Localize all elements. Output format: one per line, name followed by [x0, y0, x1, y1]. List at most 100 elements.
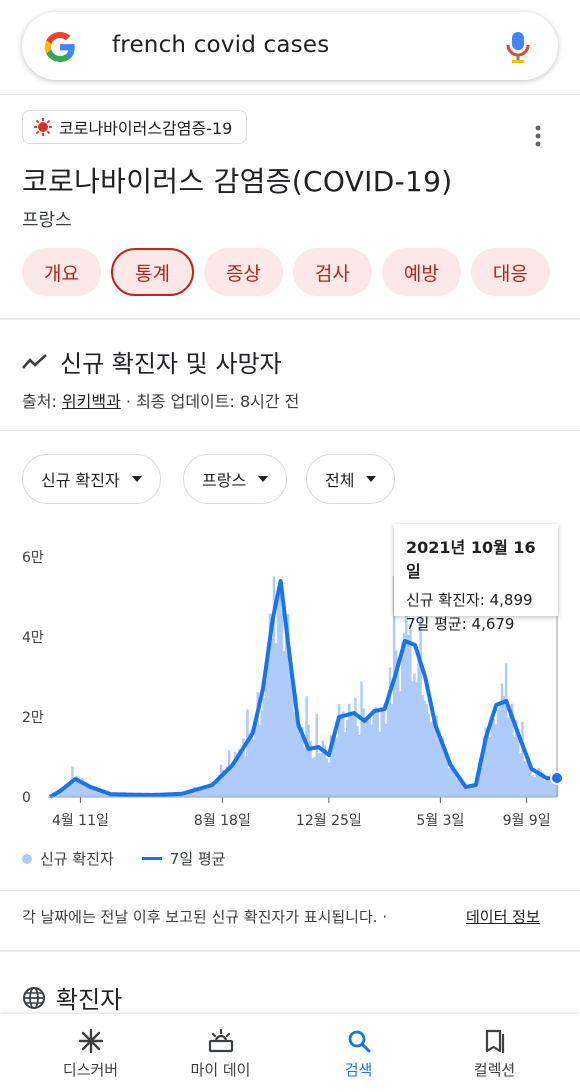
section-header: 신규 확진자 및 사망자 [22, 344, 282, 379]
case-bar [492, 718, 496, 797]
case-bar [403, 633, 406, 797]
case-bar [380, 711, 384, 797]
topic-chip-label: 코로나바이러스감염증-19 [59, 119, 233, 138]
case-bar [232, 764, 235, 797]
case-bar [368, 716, 371, 797]
more-options-icon[interactable] [528, 122, 548, 150]
case-bar [513, 736, 516, 797]
case-bar [250, 729, 253, 797]
case-bar [417, 656, 420, 797]
case-bar [85, 784, 88, 797]
range-dropdown[interactable]: 전체 [306, 454, 396, 504]
case-bar [101, 792, 105, 797]
case-bar [407, 634, 410, 797]
case-bar [291, 683, 294, 797]
case-bar [348, 703, 351, 797]
case-bar [506, 717, 510, 797]
case-bar [372, 708, 375, 797]
case-bar [272, 576, 276, 797]
case-bar [346, 719, 349, 797]
tab-response[interactable]: 대응 [470, 248, 550, 296]
tooltip-row: 신규 확진자: 4,899 [406, 591, 533, 609]
source-prefix: 출처: [22, 392, 62, 411]
nav-search[interactable]: 검색 [286, 1014, 431, 1092]
search-header: french covid cases [0, 0, 580, 94]
tab-prevention[interactable]: 예방 [381, 248, 461, 296]
metric-dropdown-label: 신규 확진자 [41, 471, 120, 490]
data-info-link[interactable]: 데이터 정보 [466, 908, 540, 926]
chart-svg[interactable]: 0 2만 4만 6만 4월 11일 8월 18일 12월 25일 5월 3일 9월 9일 [0, 510, 580, 840]
case-bar [539, 770, 542, 797]
search-input[interactable]: french covid cases [112, 32, 330, 58]
nav-discover[interactable]: 디스커버 [18, 1014, 163, 1092]
case-bar [456, 779, 459, 797]
tab-testing[interactable]: 검사 [292, 248, 372, 296]
case-bar [517, 729, 520, 797]
nav-label: 컬렉션 [473, 1060, 516, 1079]
legend-bars-swatch [22, 853, 32, 864]
case-bar [282, 651, 286, 797]
case-bar [378, 731, 382, 797]
sunrise-icon [208, 1028, 233, 1052]
case-bar [258, 724, 261, 797]
trending-icon [22, 353, 47, 369]
case-bar [274, 643, 278, 797]
virus-icon [34, 118, 52, 136]
case-bar [83, 784, 86, 797]
search-bar[interactable] [22, 12, 558, 80]
bottom-navigation: 디스커버 마이 데이 검색 컬렉션 [0, 1014, 580, 1092]
case-bar [370, 724, 373, 797]
case-bar [484, 727, 487, 797]
metric-dropdown[interactable]: 신규 확진자 [22, 454, 161, 504]
tab-statistics[interactable]: 통계 [110, 248, 194, 296]
x-tick-label: 8월 18일 [194, 813, 251, 829]
nav-my-day[interactable]: 마이 데이 [148, 1014, 293, 1092]
case-bar [95, 789, 99, 797]
case-bar [394, 650, 398, 797]
case-bar [458, 775, 461, 797]
case-bar [451, 764, 455, 797]
case-bar [350, 715, 353, 797]
case-bar [352, 715, 355, 797]
case-bar [219, 764, 223, 797]
divider [0, 94, 580, 95]
tab-overview[interactable]: 개요 [22, 248, 101, 296]
nav-collections[interactable]: 컬렉션 [422, 1014, 567, 1092]
case-bar [270, 638, 274, 797]
y-tick-label: 6만 [22, 550, 44, 566]
case-bar [382, 703, 386, 797]
case-bar [91, 789, 94, 797]
case-bar [309, 741, 312, 797]
tooltip-row: 7일 평균: 4,679 [406, 615, 515, 633]
case-bar [268, 613, 272, 797]
case-bar [103, 792, 107, 797]
case-bar [329, 735, 333, 797]
case-bar [405, 573, 408, 797]
case-bar [221, 769, 225, 797]
case-bar [519, 753, 522, 797]
y-tick-label: 2만 [22, 710, 44, 726]
case-bar [354, 697, 357, 797]
source-link[interactable]: 위키백과 [61, 392, 121, 411]
case-bar [553, 776, 557, 797]
card-title: 코로나바이러스 감염증(COVID-19) [22, 165, 453, 198]
case-bar [266, 646, 270, 797]
case-bar [280, 610, 284, 797]
next-section-header: 확진자 [22, 980, 122, 1015]
case-bar [425, 704, 428, 797]
cases-chart[interactable]: 0 2만 4만 6만 4월 11일 8월 18일 12월 25일 5월 3일 9월 9일 [0, 510, 580, 840]
topic-chip[interactable]: 코로나바이러스감염증-19 [22, 110, 248, 144]
case-bar [323, 745, 327, 797]
region-dropdown[interactable]: 프랑스 [183, 454, 288, 504]
microphone-icon[interactable] [506, 30, 530, 64]
case-bar [342, 711, 345, 797]
case-bar [254, 727, 257, 797]
case-bar [327, 762, 331, 797]
case-bar [260, 710, 263, 797]
tab-symptoms[interactable]: 증상 [203, 248, 283, 296]
case-bar [303, 747, 306, 797]
case-bar [187, 791, 190, 797]
case-bar [77, 781, 80, 797]
case-bar [295, 693, 298, 797]
card-subtitle: 프랑스 [22, 210, 72, 231]
